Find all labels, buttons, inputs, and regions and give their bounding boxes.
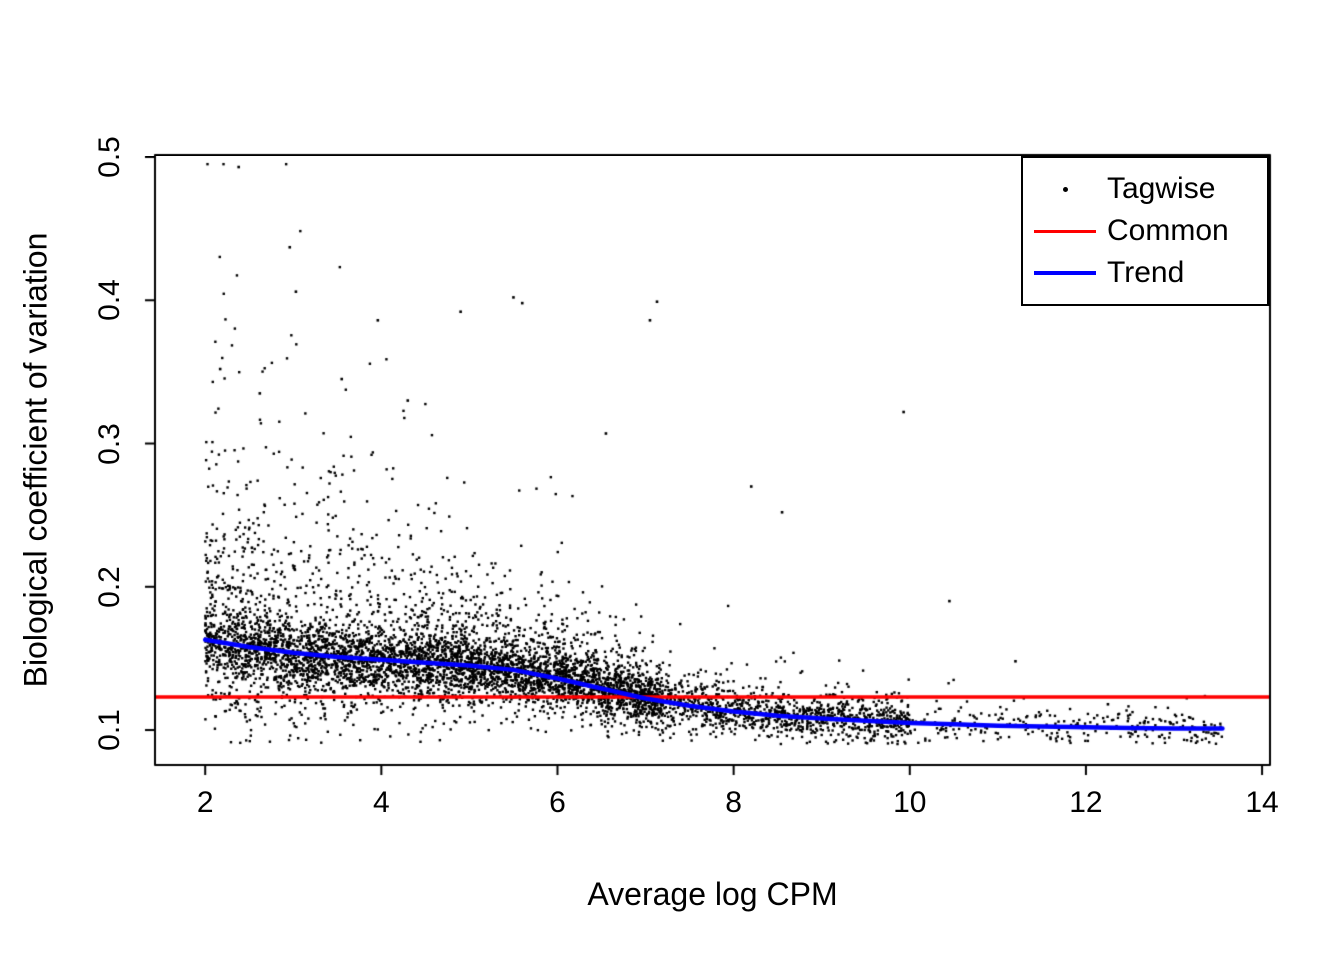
legend: Tagwise Common Trend	[1021, 156, 1269, 306]
y-tick-label: 0.2	[93, 565, 126, 608]
legend-entry-tagwise: Tagwise	[1023, 168, 1267, 210]
legend-label-trend: Trend	[1107, 256, 1185, 289]
legend-symbol-cell	[1023, 271, 1107, 275]
x-axis-label: Average log CPM	[587, 876, 838, 912]
legend-label-common: Common	[1107, 214, 1229, 247]
tagwise-point-icon	[1062, 186, 1068, 192]
legend-entry-common: Common	[1023, 210, 1267, 252]
legend-symbol-cell	[1023, 186, 1107, 192]
y-tick-label: 0.4	[93, 279, 126, 322]
y-tick-label: 0.3	[93, 422, 126, 465]
legend-label-tagwise: Tagwise	[1107, 172, 1216, 205]
x-tick-label: 10	[893, 786, 927, 819]
y-tick-label: 0.1	[93, 709, 126, 751]
x-tick-label: 4	[373, 786, 390, 819]
legend-symbol-cell	[1023, 229, 1107, 233]
x-tick-label: 6	[549, 786, 566, 819]
x-tick-label: 2	[196, 786, 214, 819]
x-tick-label: 12	[1069, 786, 1103, 819]
legend-entry-trend: Trend	[1023, 252, 1267, 294]
y-tick-label: 0.5	[93, 136, 126, 178]
x-tick-label: 8	[725, 786, 742, 819]
common-line-icon	[1034, 229, 1096, 233]
y-axis-label: Biological coefficient of variation	[17, 232, 54, 688]
trend-line-icon	[1034, 271, 1096, 275]
x-tick-label: 14	[1245, 786, 1279, 819]
